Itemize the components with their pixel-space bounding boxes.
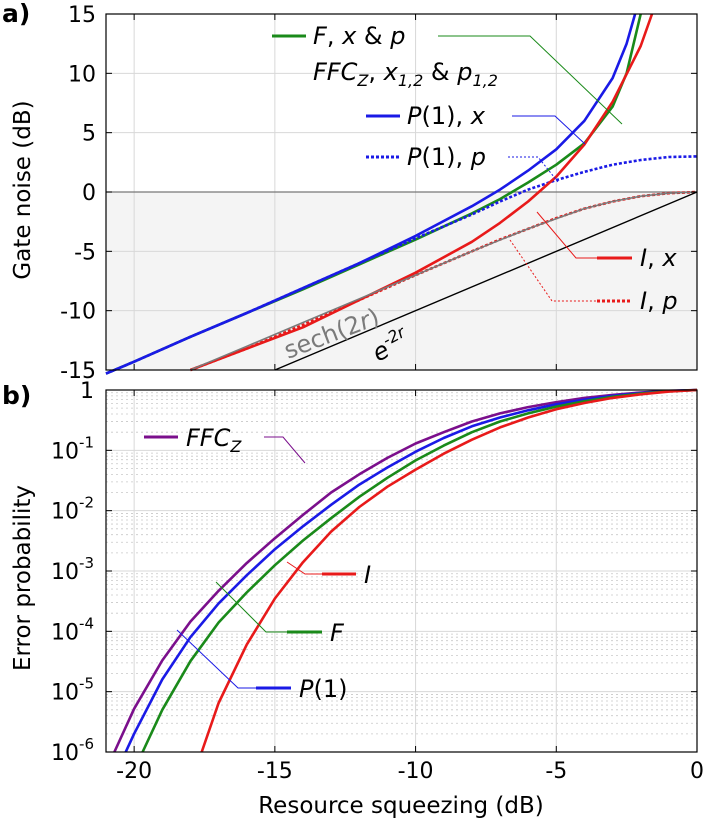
- legend-leader-p1-p: [508, 156, 559, 183]
- legend-label-i-p: I, p: [640, 287, 678, 315]
- panel-a-legend: F, x & p FFCZ, x1,2 & p1,2 P(1), x P(1),…: [272, 22, 678, 315]
- series-a-p-1-p: [105, 155, 698, 375]
- legend-label-f-b: F: [330, 619, 345, 647]
- x-axis-label: Resource squeezing (dB): [258, 793, 544, 819]
- panel-b: 1 10-1 10-2 10-3 10-4 10-5 10-6 -20 -15 -10 -5 0 b…: [2, 379, 704, 819]
- legend-label-ffcz: FFCZ: [186, 424, 242, 456]
- y-tick-label-a-3: 0: [82, 181, 96, 206]
- panel-b-ticks: [106, 389, 698, 753]
- legend-leader-i-x: [536, 211, 597, 259]
- legend-label-f-x-p: F, x & p: [313, 22, 406, 50]
- legend-label-i-x: I, x: [640, 244, 677, 272]
- panel-a-y-axis-label: Gate noise (dB): [10, 100, 36, 279]
- y-tick-label-b-3: 10-3: [51, 554, 94, 585]
- y-tick-label-b-0: 1: [80, 379, 94, 404]
- legend-label-i: I: [364, 561, 371, 589]
- panel-b-label: b): [2, 381, 31, 410]
- panel-a-ticks: [106, 13, 698, 371]
- y-tick-label-a-5: -10: [60, 300, 96, 325]
- series-a-e-2r-: [274, 191, 698, 371]
- legend-label-p1-x: P(1), x: [407, 102, 486, 130]
- legend-leader-i-p: [509, 239, 597, 302]
- legend-leader-f: [438, 35, 623, 125]
- y-tick-label-a-2: 5: [82, 122, 96, 147]
- y-tick-label-b-2: 10-2: [51, 494, 94, 525]
- x-tick-label-2: -10: [398, 759, 434, 784]
- x-tick-label-0: -20: [116, 759, 152, 784]
- legend-leader-i: [286, 561, 322, 575]
- y-tick-label-a-1: 10: [68, 62, 96, 87]
- panel-a-label: a): [2, 0, 30, 28]
- x-tick-label-4: 0: [690, 759, 704, 784]
- panel-a: 15 10 5 0 -5 -10 -15 a) Gate noise (dB) F, x &…: [2, 0, 698, 384]
- y-tick-label-a-6: -15: [60, 359, 96, 384]
- y-tick-label-b-5: 10-5: [51, 675, 94, 706]
- x-tick-label-3: -5: [545, 759, 567, 784]
- panel-b-legend: FFCZ I F P(1): [144, 424, 371, 703]
- x-tick-label-1: -15: [257, 759, 293, 784]
- panel-b-y-axis-label: Error probability: [10, 485, 36, 671]
- panel-a-series: [105, 13, 698, 375]
- legend-leader-f-b: [215, 581, 287, 633]
- series-b-ffcz: [113, 388, 698, 753]
- legend-leader-p1: [176, 629, 256, 689]
- legend-label-ffcz-x12-p12: FFCZ, x1,2 & p1,2: [313, 58, 498, 90]
- y-tick-label-b-4: 10-4: [51, 614, 94, 645]
- series-a-i-x: [189, 13, 654, 372]
- panel-b-x-tick-labels: -20 -15 -10 -5 0: [116, 759, 704, 784]
- series-a-sech-2r-: [190, 191, 698, 371]
- panel-a-y-tick-labels: 15 10 5 0 -5 -10 -15: [60, 3, 96, 384]
- y-tick-label-a-4: -5: [74, 240, 96, 265]
- legend-label-p1-p: P(1), p: [407, 143, 486, 171]
- panel-b-series: [113, 388, 698, 753]
- y-tick-label-b-1: 10-1: [51, 433, 94, 464]
- legend-label-p1: P(1): [299, 675, 347, 703]
- y-tick-label-a-0: 15: [68, 3, 96, 28]
- series-b-i: [200, 388, 698, 753]
- legend-leader-ffcz: [264, 436, 306, 464]
- y-tick-label-b-6: 10-6: [51, 735, 94, 766]
- legend-leader-p1-x: [512, 115, 586, 145]
- panel-b-y-tick-labels: 1 10-1 10-2 10-3 10-4 10-5 10-6: [51, 379, 94, 766]
